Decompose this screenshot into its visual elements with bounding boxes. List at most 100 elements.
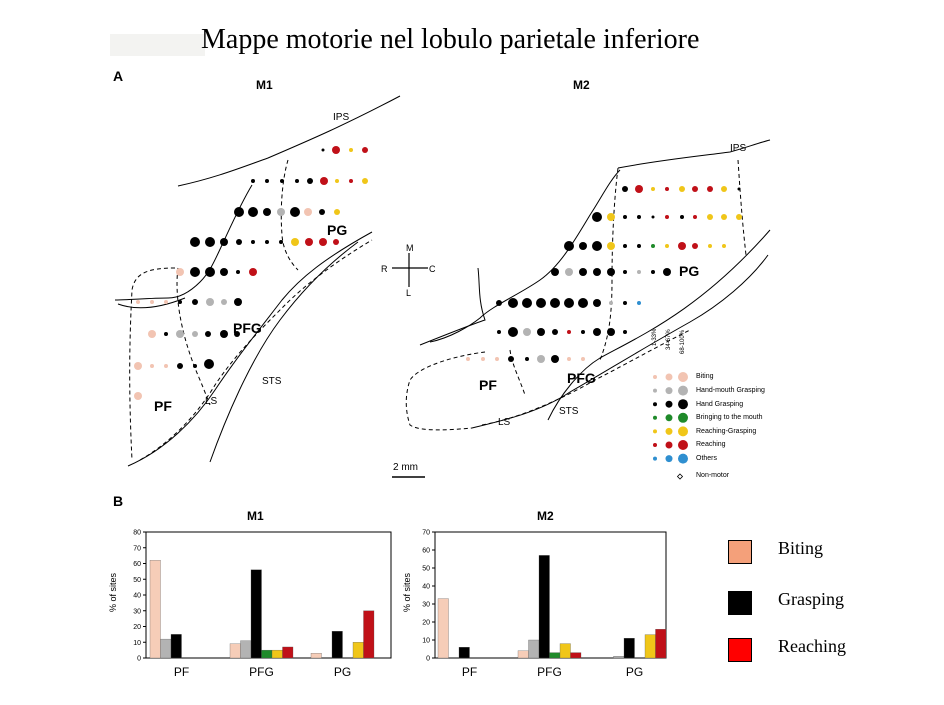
dot-legend-label: Reaching: [696, 441, 726, 448]
stimulation-site: [234, 207, 244, 217]
stimulation-site: [551, 268, 559, 276]
stimulation-site: [737, 187, 741, 191]
stimulation-site: [593, 328, 601, 336]
chart-m2: 0 10 20 30 40 50 60 70 PF PFG PG: [422, 530, 667, 679]
y-tick-label: 50: [422, 566, 430, 573]
stimulation-site: [192, 299, 198, 305]
bar: [240, 640, 252, 659]
stimulation-site: [623, 244, 627, 248]
legend-dot: [665, 455, 673, 463]
stimulation-site: [581, 357, 585, 361]
stimulation-site: [607, 328, 615, 336]
legend-item-biting: Biting: [728, 538, 868, 568]
stimulation-site: [290, 207, 300, 217]
bar: [613, 656, 625, 659]
stimulation-site: [651, 215, 655, 219]
m2-ls-sulcus: [471, 254, 769, 429]
stimulation-site: [236, 270, 240, 274]
stimulation-site: [496, 300, 502, 306]
stimulation-site: [663, 268, 671, 276]
stimulation-site: [192, 331, 198, 337]
legend-dot: [678, 453, 688, 464]
stimulation-site: [537, 355, 545, 363]
bar: [437, 598, 449, 659]
legend-dot: [653, 402, 657, 407]
stimulation-site: [679, 186, 685, 192]
m2-map-title: M2: [573, 78, 590, 92]
stimulation-site: [552, 329, 558, 335]
stimulation-site: [320, 177, 328, 185]
stimulation-site: [136, 300, 140, 304]
stimulation-site: [236, 239, 242, 245]
y-tick-label: 10: [422, 638, 430, 645]
bar: [458, 647, 470, 659]
stimulation-site: [220, 268, 228, 276]
stimulation-site: [164, 364, 168, 368]
stimulation-site: [307, 178, 313, 184]
legend-dot: [665, 373, 673, 381]
title-background: [110, 34, 205, 56]
y-tick-label: 80: [133, 530, 141, 537]
stimulation-site: [177, 363, 183, 369]
m2-sts-sulcus: [547, 229, 771, 421]
bar: [170, 634, 182, 659]
stimulation-sites: [134, 146, 742, 400]
compass-l: L: [406, 288, 412, 298]
stimulation-site: [651, 187, 655, 191]
legend-dot: [653, 429, 657, 434]
legend-dot: [665, 387, 673, 395]
stimulation-site: [578, 298, 588, 308]
dot-legend-label: Bringing to the mouth: [696, 414, 763, 421]
stimulation-site: [593, 268, 601, 276]
bar-charts: 0 10 20 30 40 50 60 70 80 PF PFG PG 0 10 20 30 40 50 60 70 P…: [133, 530, 667, 679]
bar: [282, 646, 294, 659]
legend-item-grasping: Grasping: [728, 589, 868, 619]
stimulation-site: [205, 237, 215, 247]
bar: [160, 638, 172, 659]
stimulation-site: [332, 146, 340, 154]
stimulation-site: [334, 209, 340, 215]
stimulation-site: [205, 331, 211, 337]
stimulation-site: [609, 301, 613, 305]
bar: [623, 638, 635, 659]
m2-pf-boundary: [405, 351, 486, 431]
stimulation-site: [567, 330, 571, 334]
legend-dot: [665, 400, 673, 408]
legend-label-grasping: Grasping: [778, 589, 844, 609]
stimulation-site: [251, 240, 255, 244]
m2-ls-label: LS: [498, 417, 511, 428]
legend-nonmotor-diamond: [676, 473, 684, 480]
dot-legend-nonmotor: Non-motor: [696, 472, 730, 479]
stimulation-site: [305, 238, 313, 246]
legend-dot: [653, 456, 657, 461]
stimulation-site: [321, 148, 325, 152]
y-tick-label: 20: [133, 624, 141, 631]
stimulation-site: [607, 213, 615, 221]
stimulation-site: [176, 330, 184, 338]
stimulation-site: [707, 186, 713, 192]
stimulation-site: [565, 268, 573, 276]
legend-swatch-grasping: [728, 591, 752, 615]
stimulation-site: [291, 238, 299, 246]
stimulation-site: [362, 178, 368, 184]
m1-sts-label: STS: [262, 376, 282, 387]
stimulation-site: [692, 186, 698, 192]
legend-dot: [665, 427, 673, 435]
dot-legend-label: Hand Grasping: [696, 401, 744, 408]
m1-ls-label: LS: [205, 396, 218, 407]
stimulation-site: [522, 298, 532, 308]
stimulation-site: [680, 215, 684, 219]
bar: [517, 650, 529, 659]
stimulation-site: [220, 330, 228, 338]
legend-dot: [653, 388, 657, 393]
legend-swatch-reaching: [728, 638, 752, 662]
legend-label-biting: Biting: [778, 538, 824, 558]
stimulation-site: [280, 179, 284, 183]
stimulation-site: [206, 298, 214, 306]
m1-ips-label: IPS: [333, 112, 350, 123]
chart-m1-title: M1: [247, 509, 264, 523]
stimulation-site: [736, 214, 742, 220]
legend-dot: [665, 441, 673, 449]
stimulation-site: [693, 215, 697, 219]
